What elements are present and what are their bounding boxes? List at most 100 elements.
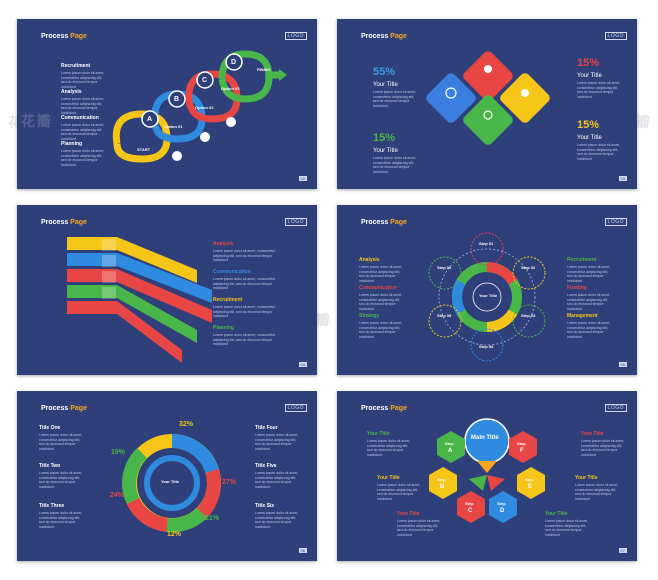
item-label: Analysis	[213, 241, 234, 247]
slide-5[interactable]: Process Page LOGO Your Title 32% 27% 21%…	[17, 391, 317, 561]
step-letter: A	[448, 448, 453, 454]
body-text: Lorem ipsum dolor sit amet, consectetur …	[577, 143, 621, 161]
step-word: Step	[445, 441, 454, 446]
step-label: Step 02	[521, 265, 536, 270]
diamond-diagram	[426, 51, 550, 145]
step-label: Step 05	[437, 313, 452, 318]
slide-4[interactable]: Process Page LOGO Your Title Step 01 Ste…	[337, 205, 637, 375]
step-word: Step	[465, 501, 474, 506]
your-title: Your Title	[577, 135, 602, 141]
body-text: Lorem ipsum dolor sit amet, consectetur …	[545, 519, 589, 537]
body-text: Lorem ipsum dolor sit amet, consectetur …	[577, 81, 621, 99]
logo: LOGO	[284, 404, 307, 412]
item-label: Analysis	[359, 257, 380, 263]
percent-d: 15%	[577, 119, 600, 131]
slide-title: Process Page	[361, 33, 407, 40]
step-letter: C	[468, 508, 473, 514]
option-label: Option 03	[221, 86, 240, 91]
item-text: Lorem ipsum dolor sit amet, consectetur …	[61, 123, 105, 141]
your-title: Your Title	[373, 148, 398, 154]
main-title: Main Title	[471, 435, 499, 441]
percent-label: 19%	[111, 449, 126, 456]
hexagon-diagram	[429, 418, 545, 523]
item-label: Communication	[213, 269, 251, 275]
percent-label: 32%	[179, 421, 194, 428]
slide-3[interactable]: Process Page LOGO Analysis Lorem ipsum d…	[17, 205, 317, 375]
percent-label: 12%	[167, 531, 182, 538]
item-label: Title Six	[255, 503, 275, 509]
your-title: Your Title	[373, 82, 398, 88]
percent-label: 21%	[205, 515, 220, 522]
item-text: Lorem ipsum dolor sit amet, consectetur …	[213, 249, 276, 262]
slide-title: Process Page	[361, 405, 407, 412]
your-title: Your Title	[545, 511, 568, 517]
your-title: Your Title	[377, 475, 400, 481]
step-word: Step	[437, 477, 446, 482]
your-title: Your Title	[397, 511, 420, 517]
page-number: 05	[618, 362, 627, 367]
ring-chart	[122, 434, 221, 533]
step-word: Step	[517, 441, 526, 446]
slide-6[interactable]: Process Page LOGO Main Title Step A Step…	[337, 391, 637, 561]
item-text: Lorem ipsum dolor sit amet, consectetur …	[61, 71, 105, 89]
letter-c: C	[202, 77, 208, 84]
item-label: Title Three	[39, 503, 65, 509]
item-label: Communication	[359, 285, 397, 291]
watermark: 花瓣	[21, 113, 53, 129]
item-label: Funding	[567, 285, 587, 291]
percent-a: 55%	[373, 66, 396, 78]
item-label: Management	[567, 313, 598, 319]
item-text: Lorem ipsum dolor sit amet, consectetur …	[255, 433, 299, 451]
item-label: Title One	[39, 425, 61, 431]
body-text: Lorem ipsum dolor sit amet, consectetur …	[373, 156, 417, 174]
logo: LOGO	[284, 32, 307, 40]
body-text: Lorem ipsum dolor sit amet, consectetur …	[377, 483, 421, 501]
item-text: Lorem ipsum dolor sit amet, consectetur …	[213, 305, 276, 318]
option-label: Option 01	[164, 124, 183, 129]
your-title: Your Title	[367, 431, 390, 437]
percent-b: 15%	[577, 57, 600, 69]
step-letter: F	[520, 448, 524, 454]
cycle-diagram	[428, 232, 546, 362]
body-text: Lorem ipsum dolor sit amet, consectetur …	[397, 519, 441, 537]
item-label: Planning	[213, 325, 235, 331]
step-word: Step	[497, 501, 506, 506]
infinity-diagram	[112, 50, 287, 163]
item-text: Lorem ipsum dolor sit amet, consectetur …	[61, 97, 105, 115]
item-text: Lorem ipsum dolor sit amet, consectetur …	[359, 321, 403, 339]
item-text: Lorem ipsum dolor sit amet, consectetur …	[39, 433, 83, 451]
page-number: 02	[298, 176, 307, 181]
step-word: Step	[525, 477, 534, 482]
option-label: Option 02	[195, 105, 214, 110]
item-text: Lorem ipsum dolor sit amet, consectetur …	[213, 277, 276, 290]
item-text: Lorem ipsum dolor sit amet, consectetur …	[213, 333, 276, 346]
item-text: Lorem ipsum dolor sit amet, consectetur …	[567, 321, 611, 339]
your-title: Your Title	[575, 475, 598, 481]
item-text: Lorem ipsum dolor sit amet, consectetur …	[255, 511, 299, 529]
slide-2[interactable]: Process Page LOGO 55% Your Title Lorem i…	[337, 19, 637, 189]
item-text: Lorem ipsum dolor sit amet, consectetur …	[39, 471, 83, 489]
step-label: Step 06	[437, 265, 452, 270]
percent-c: 15%	[373, 132, 396, 144]
item-text: Lorem ipsum dolor sit amet, consectetur …	[255, 471, 299, 489]
step-letter: D	[500, 508, 505, 514]
body-text: Lorem ipsum dolor sit amet, consectetur …	[367, 439, 411, 457]
item-label: Recruitment	[567, 257, 597, 263]
logo: LOGO	[604, 218, 627, 226]
step-letter: B	[440, 484, 445, 490]
page-number: 07	[618, 548, 627, 553]
step-label: Step 01	[479, 241, 494, 246]
step-label: Step 04	[479, 344, 494, 349]
item-text: Lorem ipsum dolor sit amet, consectetur …	[359, 265, 403, 283]
body-text: Lorem ipsum dolor sit amet, consectetur …	[575, 483, 619, 501]
your-title: Your Title	[577, 73, 602, 79]
item-text: Lorem ipsum dolor sit amet, consectetur …	[39, 511, 83, 529]
item-text: Lorem ipsum dolor sit amet, consectetur …	[567, 265, 611, 283]
logo: LOGO	[604, 404, 627, 412]
slide-title: Process Page	[41, 405, 87, 412]
item-label: Planning	[61, 141, 83, 147]
step-label: Step 03	[521, 313, 536, 318]
slide-1[interactable]: Process Page LOGO A B C D Option 01 Opti…	[17, 19, 317, 189]
item-label: Title Five	[255, 463, 277, 469]
center-title: Your Title	[479, 293, 498, 298]
